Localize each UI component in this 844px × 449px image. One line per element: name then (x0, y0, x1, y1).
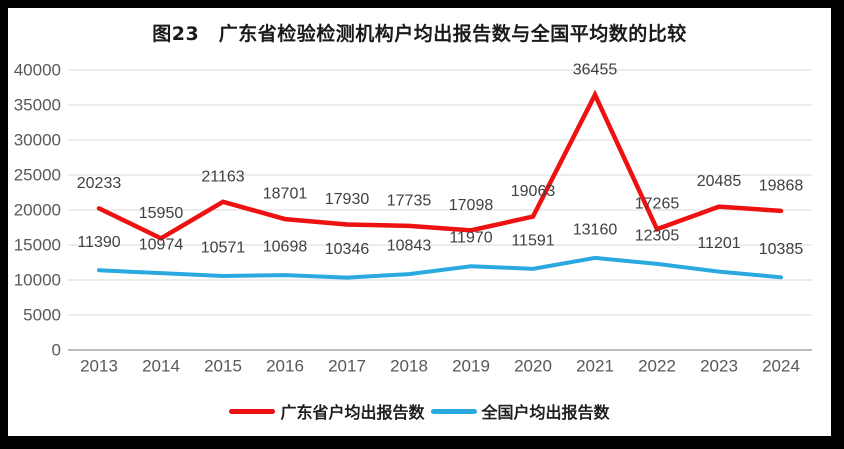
legend-label-national: 全国户均出报告数 (481, 403, 610, 422)
y-tick-label: 40000 (14, 61, 61, 80)
x-tick-label: 2016 (266, 357, 304, 376)
data-label-guangdong: 36455 (573, 61, 618, 78)
data-label-guangdong: 17098 (449, 197, 494, 214)
x-tick-label: 2024 (762, 357, 800, 376)
data-label-national: 11591 (511, 232, 554, 249)
chart-title: 图23 广东省检验检测机构户均出报告数与全国平均数的比较 (152, 23, 687, 45)
series-line-guangdong (96, 89, 784, 241)
data-label-national: 13160 (573, 221, 618, 238)
legend-label-guangdong: 广东省户均出报告数 (280, 403, 425, 422)
x-tick-label: 2019 (452, 357, 490, 376)
data-label-guangdong: 19063 (511, 183, 556, 200)
data-label-national: 11970 (449, 230, 492, 247)
y-tick-label: 25000 (14, 166, 61, 185)
data-label-guangdong: 19868 (759, 177, 804, 194)
data-label-guangdong: 15950 (139, 205, 184, 222)
x-tick-label: 2014 (142, 357, 180, 376)
data-label-national: 11201 (697, 235, 740, 252)
data-label-guangdong: 20233 (77, 175, 122, 192)
legend-line-swatch-blue (430, 408, 477, 414)
line-chart: 0 5000 10000 15000 20000 25000 30000 35000 40000… (14, 61, 812, 376)
legend-item-national: 全国户均出报告数 (430, 399, 610, 423)
data-label-guangdong: 20485 (697, 173, 742, 190)
data-label-national: 10346 (325, 241, 370, 258)
x-tick-label: 2020 (514, 357, 552, 376)
chart-legend: 广东省户均出报告数 全国户均出报告数 (8, 399, 831, 423)
legend-item-guangdong: 广东省户均出报告数 (229, 399, 425, 423)
data-label-guangdong: 21163 (201, 168, 244, 185)
legend-line-swatch-red (229, 408, 276, 414)
y-tick-label: 35000 (14, 96, 61, 115)
y-tick-label: 15000 (14, 236, 61, 255)
x-tick-label: 2013 (80, 357, 118, 376)
x-tick-label: 2022 (638, 357, 676, 376)
data-label-national: 10385 (759, 241, 804, 258)
data-label-national: 10571 (201, 240, 246, 257)
y-tick-label: 30000 (14, 131, 61, 150)
y-tick-label: 0 (52, 341, 61, 360)
data-label-guangdong: 17930 (325, 191, 370, 208)
data-label-guangdong: 18701 (263, 186, 308, 203)
x-tick-label: 2018 (390, 357, 428, 376)
data-label-national: 12305 (635, 227, 680, 244)
x-tick-label: 2021 (576, 357, 614, 376)
x-tick-label: 2017 (328, 357, 366, 376)
data-label-national: 10974 (139, 237, 184, 254)
y-tick-label: 5000 (23, 306, 61, 325)
data-label-guangdong: 17735 (387, 192, 432, 209)
data-label-national: 10843 (387, 238, 432, 255)
y-tick-label: 20000 (14, 201, 61, 220)
x-tick-label: 2023 (700, 357, 738, 376)
data-label-national: 11390 (77, 234, 120, 251)
series-line-national (97, 255, 783, 280)
chart-panel: 图23 广东省检验检测机构户均出报告数与全国平均数的比较 0 5000 10000 1… (8, 8, 831, 436)
data-label-guangdong: 17265 (635, 196, 680, 213)
x-tick-label: 2015 (204, 357, 242, 376)
data-label-national: 10698 (263, 239, 308, 256)
y-tick-label: 10000 (14, 271, 61, 290)
